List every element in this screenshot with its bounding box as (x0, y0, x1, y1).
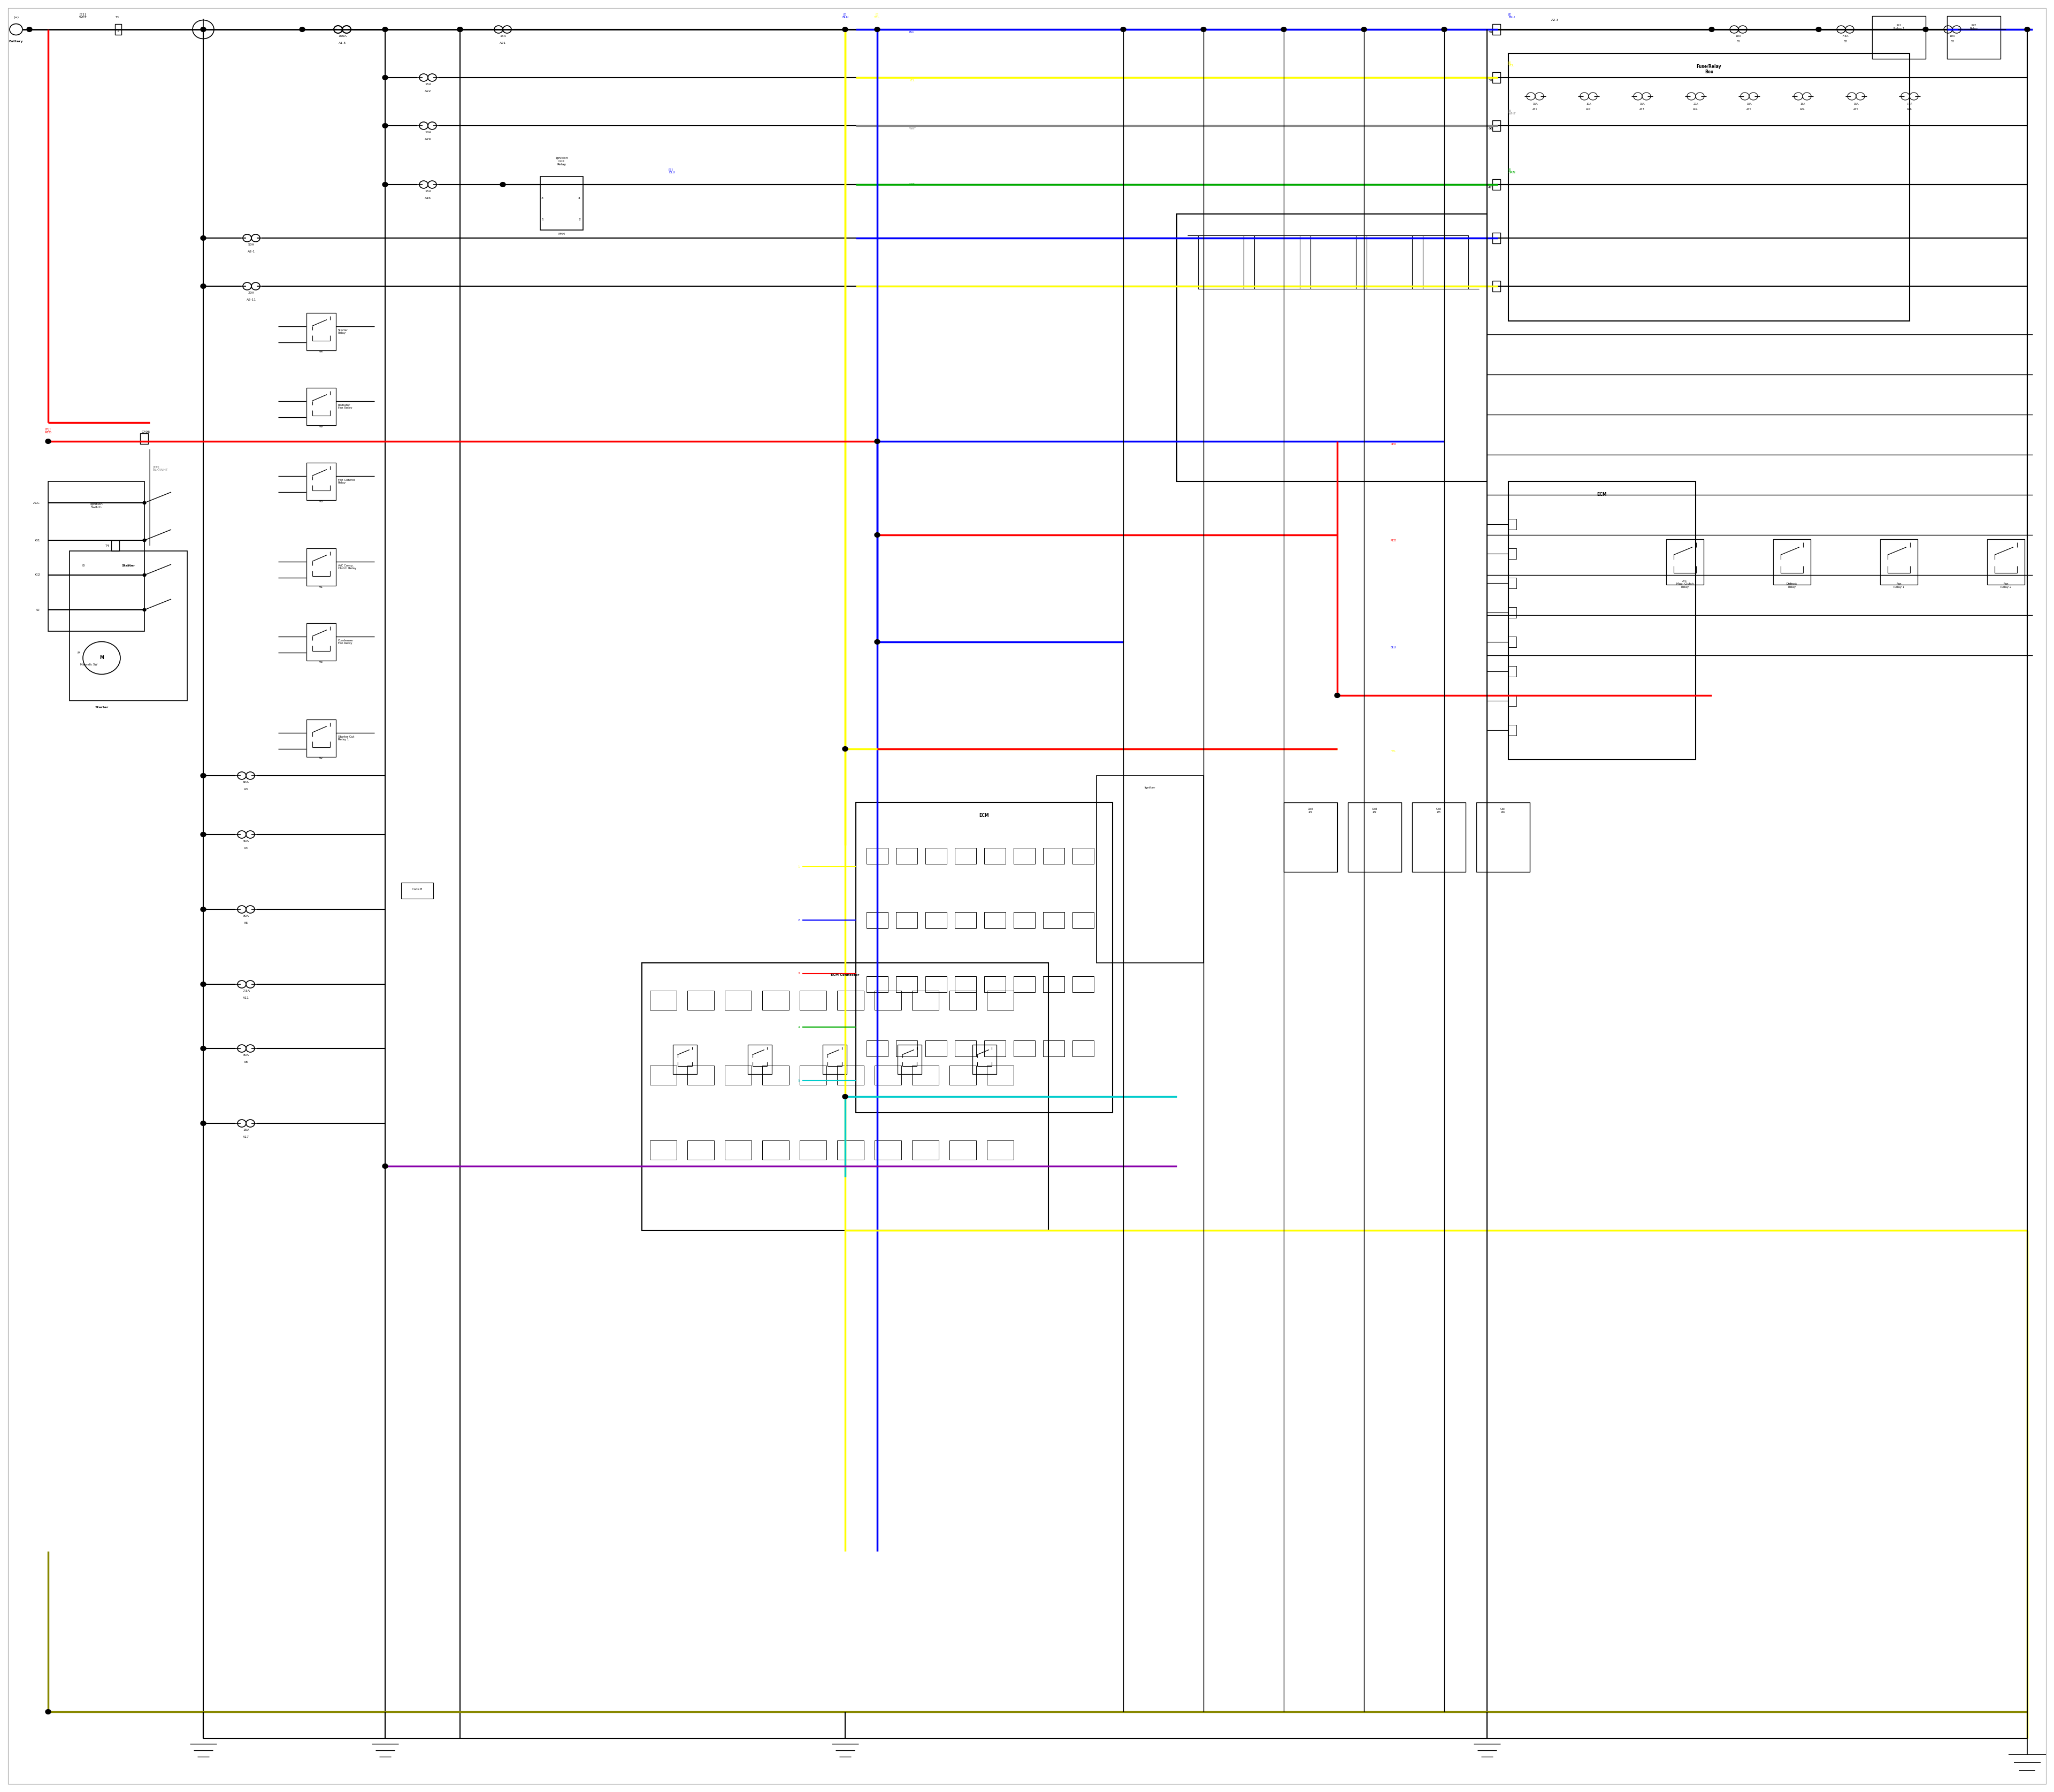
Bar (1773, 539, 1812, 584)
Bar (111, 539, 119, 550)
Circle shape (144, 539, 146, 541)
Bar (867, 977, 887, 993)
Text: Starter
Relay: Starter Relay (339, 328, 349, 335)
Text: T1: T1 (115, 16, 119, 18)
Text: 15A: 15A (1799, 102, 1805, 106)
Bar (896, 1041, 918, 1057)
Circle shape (201, 774, 205, 778)
Bar (1013, 977, 1035, 993)
Text: 7.5A: 7.5A (242, 989, 251, 993)
Bar (867, 912, 887, 928)
Text: Fan Control
Relay: Fan Control Relay (339, 478, 355, 484)
Bar (838, 991, 865, 1011)
Bar (1508, 520, 1516, 530)
Text: 15A: 15A (499, 34, 505, 38)
Text: IG1
Relay 1: IG1 Relay 1 (1894, 23, 1904, 30)
Text: [E1]
WHT: [E1] WHT (78, 13, 86, 18)
Bar (867, 1041, 887, 1057)
Circle shape (499, 183, 505, 186)
Bar (1347, 803, 1401, 873)
Bar (47, 482, 144, 631)
Circle shape (1121, 27, 1126, 32)
Bar (1072, 1041, 1095, 1057)
Bar (1072, 848, 1095, 864)
Text: Fan
Relay 1: Fan Relay 1 (1894, 582, 1904, 588)
Bar (401, 883, 433, 898)
Text: T4: T4 (105, 545, 109, 547)
Text: A21: A21 (499, 41, 505, 45)
Text: 7.5A: 7.5A (1906, 102, 1912, 106)
Text: 59: 59 (1489, 30, 1493, 34)
Bar (984, 848, 1006, 864)
Text: 60A: 60A (242, 781, 249, 783)
Text: A26: A26 (1906, 108, 1912, 111)
Text: A12: A12 (1586, 108, 1592, 111)
Text: A13: A13 (1639, 108, 1645, 111)
Bar (306, 548, 337, 586)
Text: M2: M2 (318, 756, 322, 760)
Text: A14: A14 (1692, 108, 1699, 111)
Text: 10A: 10A (1736, 34, 1742, 38)
Text: S: S (127, 564, 129, 566)
Bar (1013, 848, 1035, 864)
Bar (649, 1140, 676, 1159)
Circle shape (45, 439, 51, 444)
Text: YEL: YEL (1391, 751, 1397, 753)
Bar (306, 314, 337, 351)
Bar (1947, 16, 2001, 59)
Text: 3: 3 (542, 197, 544, 199)
Text: A/C
Mag. Clutch
Relay: A/C Mag. Clutch Relay (1676, 579, 1695, 588)
Bar (857, 803, 1113, 1113)
Circle shape (201, 907, 205, 912)
Bar (674, 1045, 696, 1073)
Text: [E
BLU: [E BLU (1508, 13, 1516, 18)
Bar (1310, 235, 1356, 289)
Bar (912, 991, 939, 1011)
Text: RED: RED (1391, 539, 1397, 541)
Circle shape (875, 27, 879, 32)
Text: [EJ]
RED: [EJ] RED (45, 428, 51, 434)
Bar (955, 848, 976, 864)
Text: 100A: 100A (339, 34, 347, 38)
Text: C406: C406 (142, 430, 150, 434)
Bar (949, 1140, 976, 1159)
Text: A11: A11 (242, 996, 249, 1000)
Text: M8: M8 (318, 500, 322, 504)
Bar (1413, 803, 1467, 873)
Bar (912, 1140, 939, 1159)
Text: 20A: 20A (249, 292, 255, 294)
Bar (1666, 539, 1703, 584)
Bar (875, 1066, 902, 1084)
Text: Ignition
Switch: Ignition Switch (90, 504, 103, 509)
Text: BLU: BLU (910, 30, 914, 34)
Bar (984, 912, 1006, 928)
Bar (1493, 72, 1499, 82)
Bar (838, 1140, 865, 1159)
Text: [EE]
BLK/WHT: [EE] BLK/WHT (152, 466, 168, 471)
Bar (1879, 539, 1918, 584)
Text: [E
YEL: [E YEL (875, 13, 881, 18)
Bar (306, 387, 337, 425)
Text: Magnetic SW: Magnetic SW (80, 663, 97, 667)
Bar (1423, 235, 1469, 289)
Circle shape (1709, 27, 1715, 32)
Circle shape (1442, 27, 1446, 32)
Bar (986, 991, 1013, 1011)
Text: RED: RED (1391, 443, 1397, 446)
Text: A29: A29 (425, 138, 431, 142)
Circle shape (382, 27, 388, 32)
Bar (867, 848, 887, 864)
Text: 4: 4 (579, 197, 581, 199)
Bar (1508, 607, 1516, 618)
Circle shape (201, 1122, 205, 1125)
Text: 10A: 10A (425, 131, 431, 134)
Bar (1477, 803, 1530, 873)
Text: Fuse/Relay
Box: Fuse/Relay Box (1697, 65, 1721, 75)
Bar (1255, 235, 1300, 289)
Text: Defrost
Relay: Defrost Relay (1787, 582, 1797, 588)
Bar (984, 977, 1006, 993)
Bar (762, 991, 789, 1011)
Text: 15A: 15A (425, 82, 431, 86)
Bar (955, 912, 976, 928)
Text: A22: A22 (425, 90, 431, 93)
